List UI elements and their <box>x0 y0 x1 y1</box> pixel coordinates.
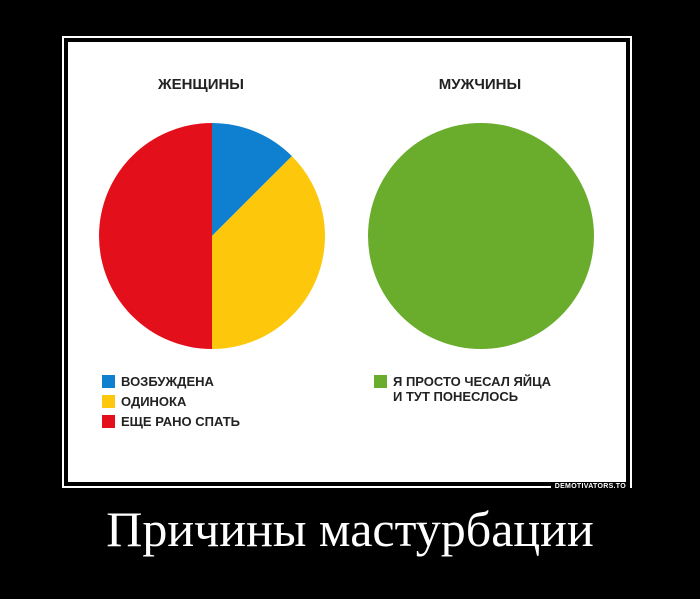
pie-slice <box>368 123 594 349</box>
pie-slice <box>212 123 292 236</box>
women-pie <box>99 123 325 349</box>
women-chart-title: ЖЕНЩИНЫ <box>158 76 244 93</box>
men-pie <box>368 123 594 349</box>
poster-frame <box>62 36 632 488</box>
pie-slice <box>99 123 212 349</box>
men-legend: Я ПРОСТО ЧЕСАЛ ЯЙЦА И ТУТ ПОНЕСЛОСЬ <box>374 374 551 404</box>
men-chart-title: МУЖЧИНЫ <box>438 76 522 93</box>
legend-label: ВОЗБУЖДЕНА <box>121 374 214 389</box>
legend-swatch <box>102 415 115 428</box>
legend-swatch <box>102 395 115 408</box>
legend-label: ЕЩЕ РАНО СПАТЬ <box>121 414 240 429</box>
women-legend: ВОЗБУЖДЕНА ОДИНОКА ЕЩЕ РАНО СПАТЬ <box>102 374 240 434</box>
legend-label: Я ПРОСТО ЧЕСАЛ ЯЙЦА И ТУТ ПОНЕСЛОСЬ <box>393 374 552 404</box>
chart-panel: ЖЕНЩИНЫ МУЖЧИНЫ ВОЗБУЖДЕНА ОДИНОКА ЕЩЕ Р… <box>68 42 626 482</box>
watermark: DEMOTIVATORS.TO <box>550 483 630 490</box>
legend-item: ЕЩЕ РАНО СПАТЬ <box>102 414 240 434</box>
pie-slice <box>212 156 325 349</box>
caption: Причины мастурбации <box>106 501 594 557</box>
legend-swatch <box>102 375 115 388</box>
legend-swatch <box>374 375 387 388</box>
legend-item: Я ПРОСТО ЧЕСАЛ ЯЙЦА И ТУТ ПОНЕСЛОСЬ <box>374 374 551 404</box>
legend-item: ОДИНОКА <box>102 394 240 414</box>
legend-label: ОДИНОКА <box>121 394 187 409</box>
legend-item: ВОЗБУЖДЕНА <box>102 374 240 394</box>
